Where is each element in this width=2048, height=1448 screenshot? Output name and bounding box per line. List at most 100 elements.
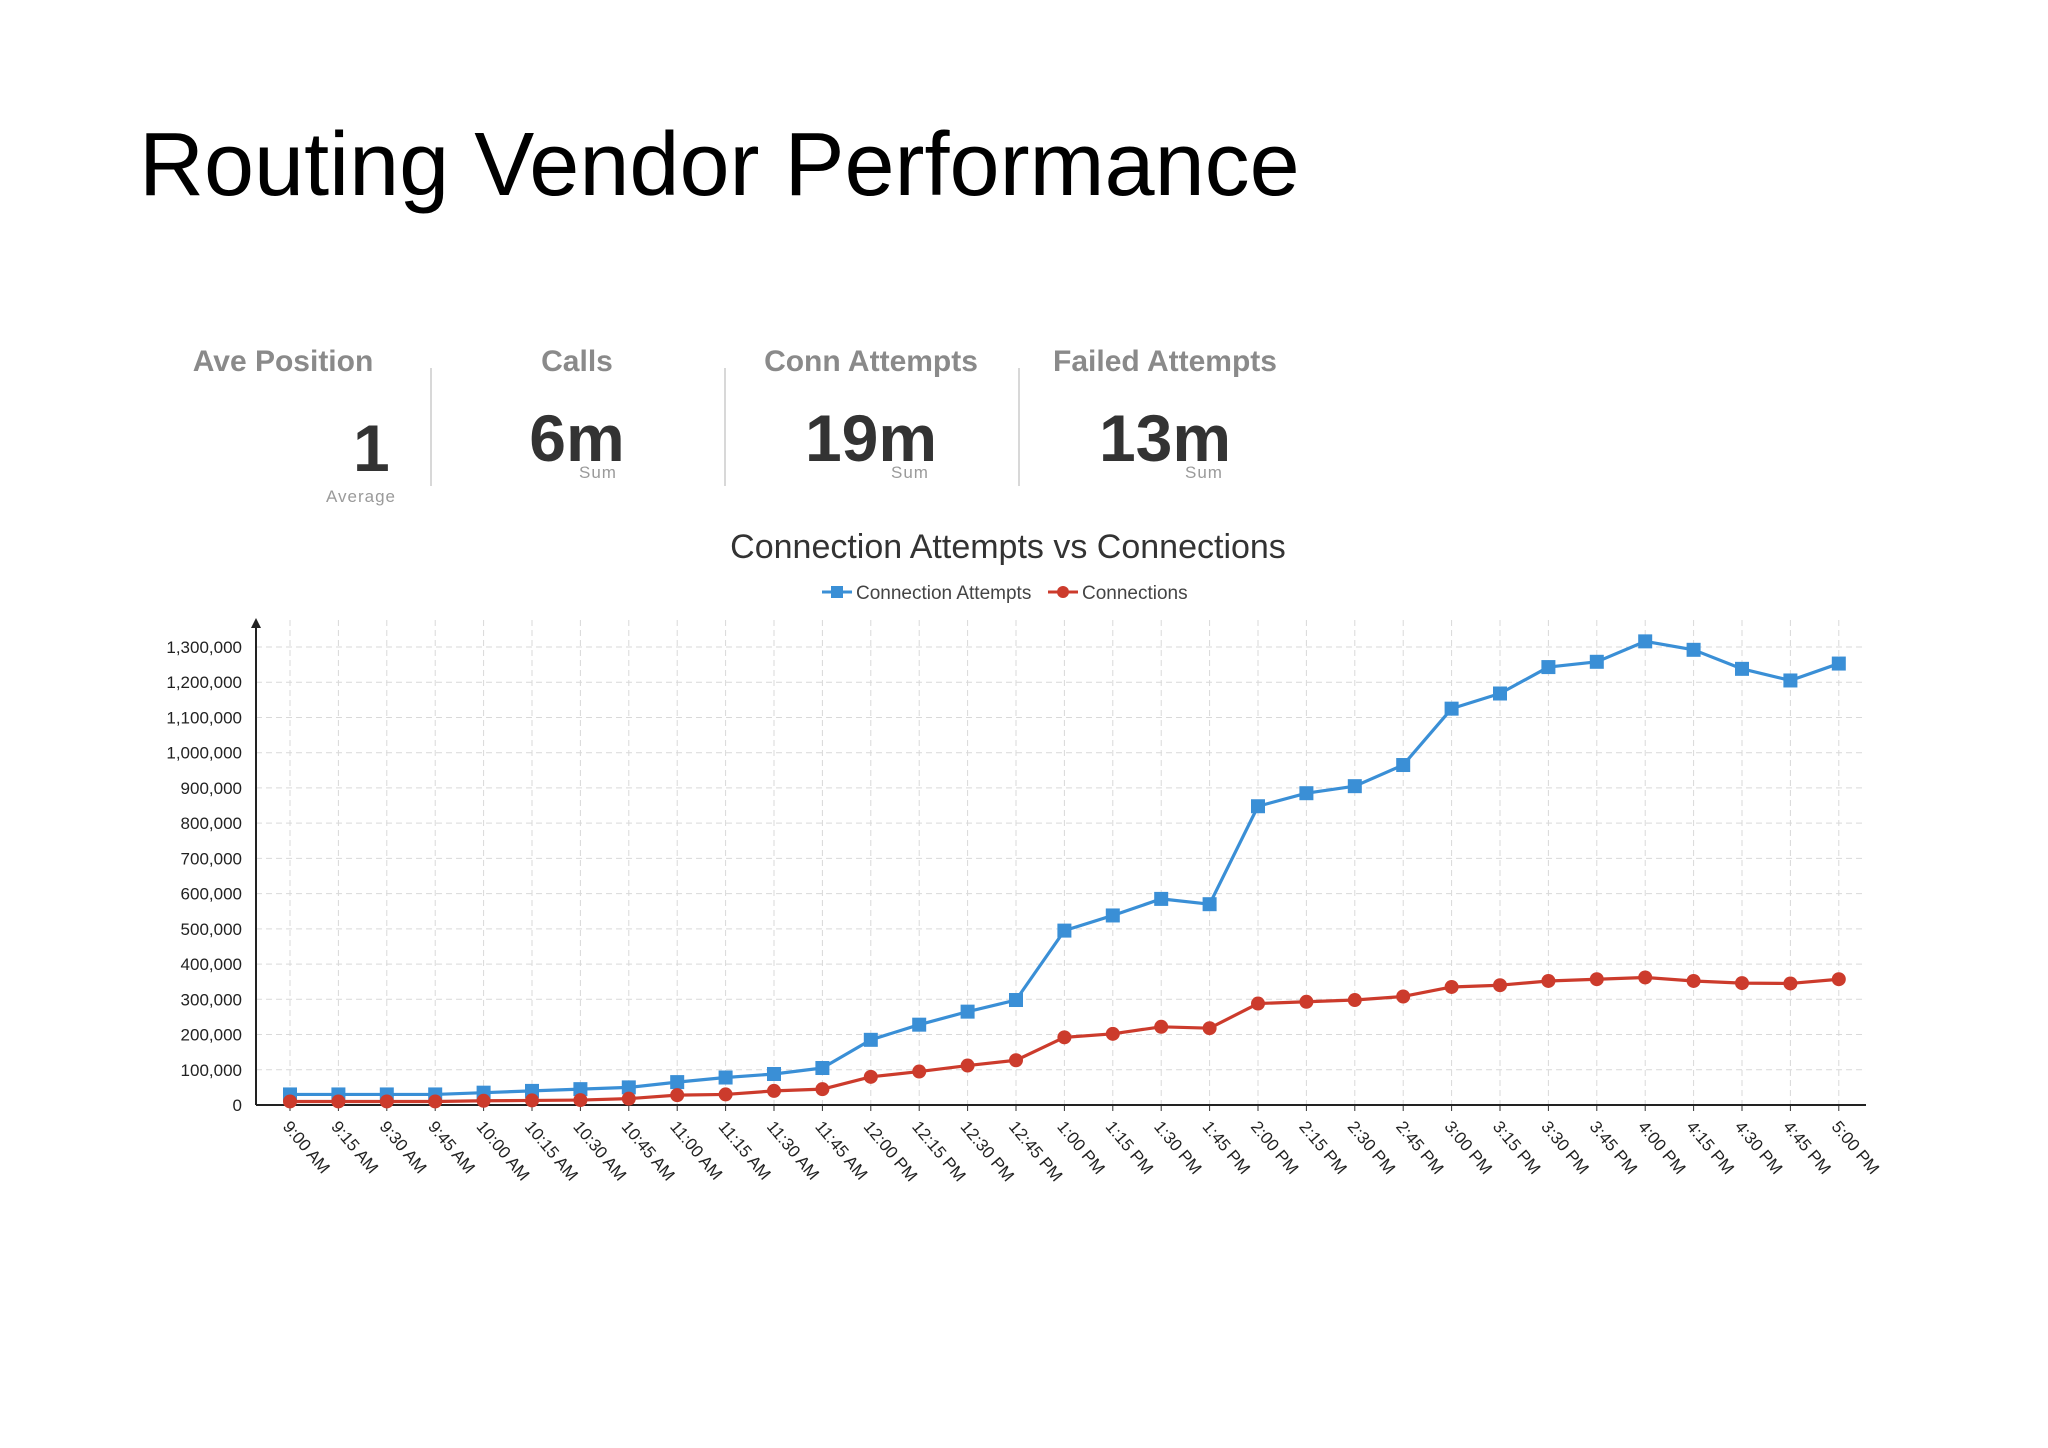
x-tick-label: 2:00 PM: [1247, 1117, 1302, 1178]
data-point-connections[interactable]: [1057, 1030, 1072, 1045]
series-line-connection-attempts: [290, 639, 1840, 1097]
data-point-connection-attempts[interactable]: [1686, 642, 1701, 657]
chart-title: Connection Attempts vs Connections: [730, 528, 1286, 566]
kpi-failed-attempts-value: 13m: [1098, 401, 1232, 475]
kpi-calls-value: 6m: [529, 401, 625, 475]
x-tick-label: 3:45 PM: [1586, 1117, 1641, 1178]
legend-item-connections[interactable]: Connections: [1048, 583, 1188, 604]
kpi-calls-sub: Sum: [579, 463, 617, 482]
data-point-connections[interactable]: [476, 1093, 491, 1108]
data-point-connections[interactable]: [1105, 1026, 1120, 1041]
data-point-connections[interactable]: [863, 1069, 878, 1084]
y-tick-label: 1,100,000: [166, 708, 242, 727]
data-point-connections[interactable]: [1396, 989, 1411, 1004]
data-point-connections[interactable]: [670, 1088, 685, 1103]
x-tick-label: 4:30 PM: [1731, 1117, 1786, 1178]
data-point-connections[interactable]: [573, 1093, 588, 1108]
data-point-connections[interactable]: [1251, 996, 1265, 1011]
data-point-connection-attempts[interactable]: [1735, 661, 1749, 676]
y-tick-label: 900,000: [181, 779, 242, 798]
data-point-connection-attempts[interactable]: [1831, 656, 1846, 671]
data-point-connection-attempts[interactable]: [863, 1032, 878, 1047]
data-point-connections[interactable]: [767, 1083, 781, 1098]
data-point-connection-attempts[interactable]: [1202, 897, 1217, 912]
data-point-connections[interactable]: [1686, 973, 1701, 988]
kpi-conn-attempts-label: Conn Attempts: [764, 345, 978, 378]
data-point-connections[interactable]: [1202, 1021, 1217, 1036]
page-title: Routing Vendor Performance: [139, 115, 1300, 215]
y-tick-label: 500,000: [181, 920, 242, 939]
data-point-connection-attempts[interactable]: [815, 1061, 830, 1076]
legend-marker-circle: [1057, 586, 1069, 598]
x-tick-label: 2:30 PM: [1344, 1117, 1399, 1178]
data-point-connection-attempts[interactable]: [1589, 654, 1604, 669]
data-point-connections[interactable]: [815, 1082, 830, 1097]
data-point-connections[interactable]: [1831, 972, 1846, 987]
x-tick-label: 2:15 PM: [1295, 1117, 1350, 1178]
kpi-calls: Calls 6m Sum: [437, 345, 717, 515]
x-tick-label: 5:00 PM: [1828, 1117, 1883, 1178]
x-tick-label: 1:45 PM: [1199, 1117, 1254, 1178]
x-tick-label: 4:00 PM: [1634, 1117, 1689, 1178]
data-point-connections[interactable]: [1589, 972, 1604, 987]
data-point-connection-attempts[interactable]: [670, 1075, 685, 1090]
kpi-calls-label: Calls: [541, 345, 613, 378]
y-axis-arrow: [251, 618, 261, 628]
data-point-connections[interactable]: [525, 1093, 539, 1108]
data-point-connection-attempts[interactable]: [960, 1004, 975, 1019]
kpi-failed-attempts: Failed Attempts 13m Sum: [1025, 345, 1305, 515]
data-point-connection-attempts[interactable]: [1444, 701, 1459, 716]
legend-label: Connections: [1082, 583, 1188, 604]
x-tick-label: 4:45 PM: [1779, 1117, 1834, 1178]
x-tick-label: 3:15 PM: [1489, 1117, 1544, 1178]
kpi-failed-attempts-sub: Sum: [1185, 463, 1223, 482]
data-point-connections[interactable]: [379, 1094, 394, 1109]
data-point-connection-attempts[interactable]: [1009, 993, 1023, 1008]
data-point-connection-attempts[interactable]: [1105, 908, 1120, 923]
data-point-connections[interactable]: [718, 1087, 733, 1102]
data-point-connection-attempts[interactable]: [1541, 660, 1556, 675]
data-point-connection-attempts[interactable]: [718, 1070, 733, 1085]
data-point-connections[interactable]: [1541, 973, 1556, 988]
y-tick-label: 400,000: [181, 955, 242, 974]
chart-legend[interactable]: Connection Attempts Connections: [822, 583, 1188, 604]
x-tick-label: 9:45 AM: [424, 1117, 479, 1177]
data-point-connections[interactable]: [1638, 970, 1653, 985]
y-tick-label: 700,000: [181, 849, 242, 868]
data-point-connections[interactable]: [1347, 993, 1362, 1008]
data-point-connections[interactable]: [1009, 1053, 1023, 1068]
data-point-connection-attempts[interactable]: [912, 1017, 927, 1032]
x-tick-label: 3:30 PM: [1537, 1117, 1592, 1178]
data-point-connections[interactable]: [1783, 976, 1798, 991]
data-point-connection-attempts[interactable]: [1299, 786, 1314, 801]
data-point-connections[interactable]: [1154, 1019, 1169, 1034]
y-tick-label: 600,000: [181, 885, 242, 904]
legend-label: Connection Attempts: [856, 583, 1031, 604]
data-point-connection-attempts[interactable]: [573, 1082, 588, 1097]
data-point-connections[interactable]: [1735, 976, 1749, 991]
data-point-connection-attempts[interactable]: [1057, 923, 1072, 938]
data-point-connections[interactable]: [428, 1094, 443, 1109]
data-point-connection-attempts[interactable]: [767, 1066, 781, 1081]
data-point-connection-attempts[interactable]: [1783, 673, 1798, 688]
x-tick-label: 9:30 AM: [376, 1117, 431, 1177]
data-point-connections[interactable]: [283, 1094, 297, 1109]
data-point-connection-attempts[interactable]: [1396, 758, 1411, 773]
data-point-connection-attempts[interactable]: [1638, 634, 1653, 649]
x-tick-label: 9:00 AM: [279, 1117, 334, 1177]
data-point-connections[interactable]: [331, 1094, 346, 1109]
data-point-connections[interactable]: [621, 1091, 636, 1106]
data-point-connection-attempts[interactable]: [1154, 891, 1169, 906]
data-point-connection-attempts[interactable]: [621, 1080, 636, 1095]
data-point-connections[interactable]: [960, 1058, 975, 1073]
legend-item-connection-attempts[interactable]: Connection Attempts: [822, 583, 1031, 604]
data-point-connection-attempts[interactable]: [1347, 779, 1362, 794]
kpi-conn-attempts-value: 19m: [804, 401, 938, 475]
data-point-connections[interactable]: [1444, 979, 1459, 994]
data-point-connection-attempts[interactable]: [1251, 799, 1265, 814]
data-point-connections[interactable]: [1493, 978, 1507, 993]
data-point-connection-attempts[interactable]: [1493, 686, 1507, 701]
data-point-connections[interactable]: [912, 1064, 927, 1079]
x-tick-label: 4:15 PM: [1683, 1117, 1738, 1178]
data-point-connections[interactable]: [1299, 994, 1314, 1009]
